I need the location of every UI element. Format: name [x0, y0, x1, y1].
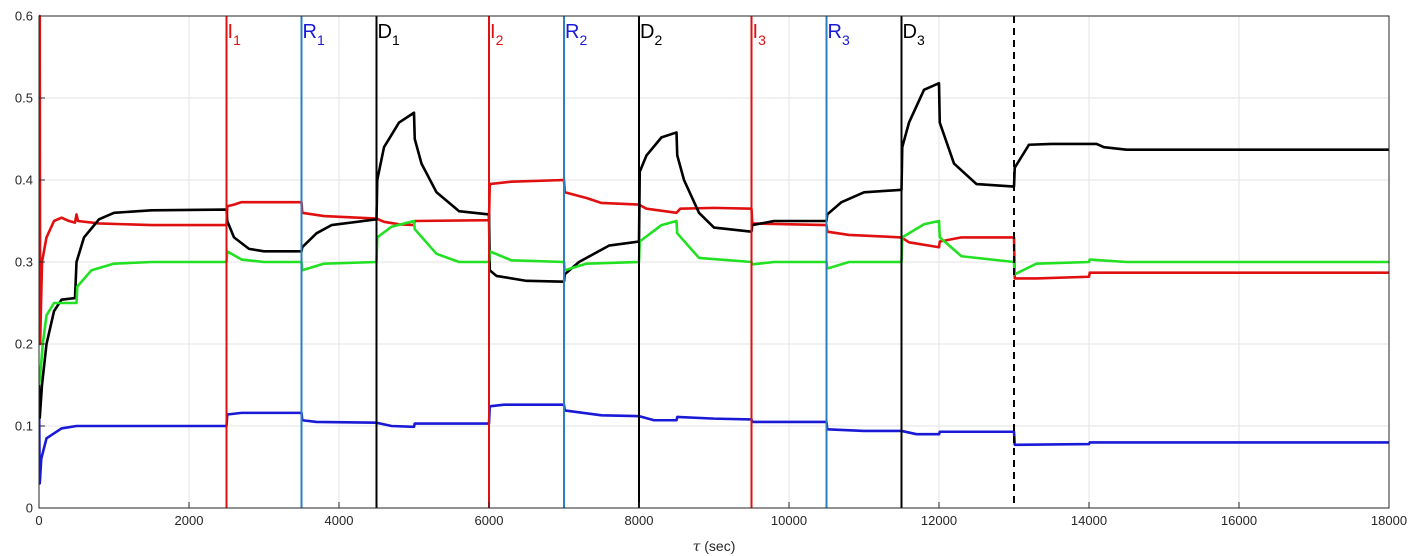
event-label: I3 [753, 21, 767, 48]
x-tick-label: 16000 [1221, 513, 1257, 528]
x-axis-label-unit: (sec) [700, 538, 735, 554]
event-label: R2 [565, 21, 587, 48]
event-label: D1 [378, 21, 400, 48]
y-tick-label: 0.4 [15, 173, 33, 188]
event-label-sub: 2 [654, 32, 662, 48]
y-tick-label: 0.6 [15, 9, 33, 24]
series-line-2 [39, 393, 1389, 485]
event-label-sub: 3 [758, 32, 766, 48]
event-label-sub: 1 [392, 32, 400, 48]
x-tick-label: 14000 [1071, 513, 1107, 528]
y-tick-label: 0 [26, 501, 33, 516]
x-tick-label: 4000 [325, 513, 354, 528]
event-label-letter: R [828, 21, 842, 43]
event-markers-group: I1 R1 D1 I2 R2 D2 I3 R3 D3 [225, 16, 1015, 508]
x-tick-label: 18000 [1371, 513, 1407, 528]
event-label-letter: I [490, 21, 496, 43]
event-label-letter: I [753, 21, 759, 43]
x-tick-label: 10000 [771, 513, 807, 528]
y-tick-label: 0.3 [15, 255, 33, 270]
event-label-sub: 2 [496, 32, 504, 48]
event-label-sub: 2 [579, 32, 587, 48]
series-line-4 [39, 219, 1389, 386]
event-label-sub: 1 [317, 32, 325, 48]
x-tick-label: 12000 [921, 513, 957, 528]
x-axis-label: τ (sec) [693, 538, 736, 555]
event-label-sub: 3 [917, 32, 925, 48]
event-label-sub: 1 [233, 32, 241, 48]
data-series-group [39, 14, 1389, 485]
event-label-letter: D [640, 21, 654, 43]
event-label-letter: D [903, 21, 917, 43]
event-label: I1 [228, 21, 242, 48]
x-tick-label: 6000 [475, 513, 504, 528]
event-label-letter: I [228, 21, 234, 43]
event-label-sub: 3 [842, 32, 850, 48]
x-tick-label: 8000 [625, 513, 654, 528]
event-label-letter: R [303, 21, 317, 43]
x-axis-label-symbol: τ [693, 539, 701, 555]
event-label: D2 [640, 21, 662, 48]
series-line-3 [39, 81, 1389, 420]
x-tick-label: 2000 [175, 513, 204, 528]
event-label-letter: R [565, 21, 579, 43]
event-label: R3 [828, 21, 850, 48]
y-tick-label: 0.5 [15, 91, 33, 106]
event-label: R1 [303, 21, 325, 48]
x-tick-label: 0 [35, 513, 42, 528]
y-tick-label: 0.2 [15, 337, 33, 352]
event-label: I2 [490, 21, 504, 48]
y-tick-label: 0.1 [15, 419, 33, 434]
event-label-letter: D [378, 21, 392, 43]
event-label: D3 [903, 21, 925, 48]
axis-ticks-group: 0 2000 4000 6000 8000 10000 12000 14000 16000 180… [15, 9, 1407, 529]
